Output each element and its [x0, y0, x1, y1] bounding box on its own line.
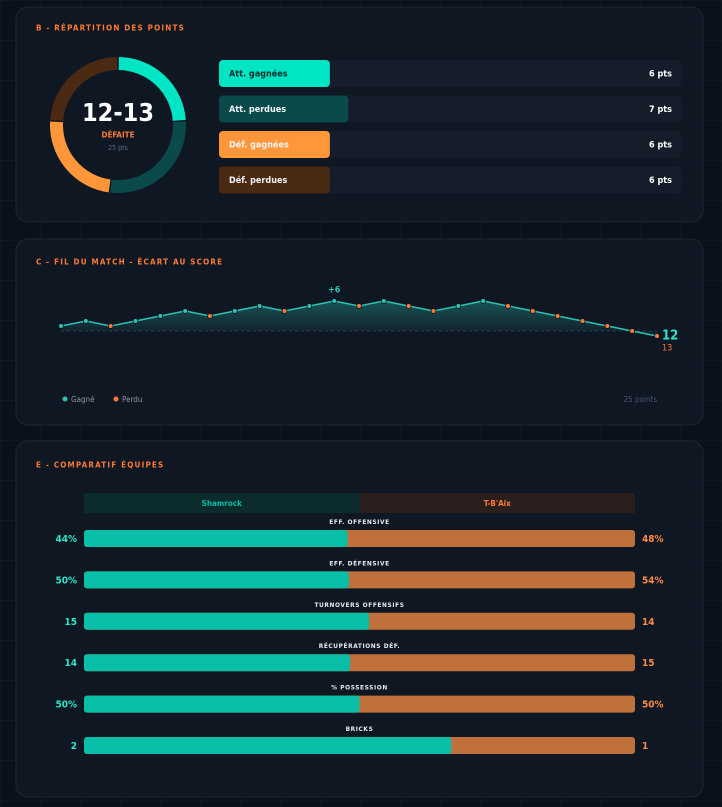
- legend-marker: [62, 396, 68, 402]
- point: [157, 313, 164, 319]
- bar-track: [219, 131, 681, 158]
- value-label: 54%: [642, 575, 664, 586]
- donut-segment: [50, 121, 111, 193]
- bar: [219, 60, 330, 87]
- point: [505, 303, 511, 309]
- value-label: 14: [64, 658, 77, 669]
- total: 25 pts: [108, 144, 128, 152]
- team-header: [84, 493, 360, 513]
- value-label: 50%: [55, 575, 77, 586]
- point: [604, 323, 611, 329]
- point: [654, 333, 660, 339]
- team-name: T-B'Aix: [484, 499, 511, 508]
- metric-label: EFF. DÉFENSIVE: [329, 558, 389, 567]
- bar-label: Déf. gagnées: [229, 140, 289, 151]
- value-label: 6 pts: [649, 176, 672, 186]
- point: [331, 298, 337, 304]
- legend-marker: [113, 396, 119, 402]
- value-label: 50%: [55, 700, 77, 711]
- bar: [84, 571, 349, 589]
- bar-label: Att. gagnées: [229, 69, 288, 80]
- point: [381, 298, 387, 304]
- panel-title: E - COMPARATIF ÉQUIPES: [36, 459, 164, 470]
- panel: [15, 238, 704, 426]
- bar: [219, 166, 330, 194]
- annotation: +6: [328, 286, 341, 296]
- donut-segment: [118, 57, 186, 122]
- value-label: 7 pts: [649, 105, 672, 115]
- legend-label: Gagné: [71, 394, 95, 404]
- metric-label: BRICKS: [346, 725, 374, 733]
- point: [207, 313, 213, 319]
- value-label: 50%: [642, 700, 664, 711]
- point: [281, 308, 288, 314]
- point: [107, 323, 114, 329]
- bar-track: [219, 60, 681, 87]
- bar-track: [219, 166, 681, 194]
- metric-label: TURNOVERS OFFENSIFS: [314, 601, 404, 609]
- team-header: [359, 493, 635, 513]
- area: [61, 301, 657, 336]
- panel-title: C - FIL DU MATCH - ÉCART AU SCORE: [36, 256, 223, 267]
- value-label: 44%: [55, 534, 77, 545]
- end-label: 12: [662, 329, 678, 344]
- point: [430, 308, 437, 314]
- point: [58, 323, 64, 329]
- point: [232, 308, 238, 314]
- point: [579, 318, 586, 324]
- score: 12-13: [82, 98, 154, 127]
- team-name: Shamrock: [202, 499, 242, 508]
- point: [182, 308, 188, 314]
- metric-label: EFF. OFFENSIVE: [329, 518, 389, 526]
- point: [629, 328, 635, 334]
- point: [405, 303, 412, 309]
- result: DÉFAITE: [102, 129, 135, 140]
- bar-label: Att. perdues: [229, 105, 286, 115]
- point: [83, 318, 89, 324]
- end-label: 13: [662, 344, 672, 354]
- bar: [84, 612, 369, 630]
- point: [356, 303, 362, 309]
- metric-label: % POSSESSION: [331, 684, 388, 692]
- value-label: 1: [642, 741, 648, 752]
- metric-label: RÉCUPÉRATIONS DÉF.: [319, 641, 401, 650]
- value-label: 6 pts: [649, 141, 672, 151]
- legend-label: Perdu: [122, 395, 142, 404]
- bar: [84, 737, 452, 754]
- footnote: 25 points: [623, 395, 657, 404]
- value-label: 15: [64, 617, 77, 628]
- bar: [84, 654, 350, 672]
- point: [480, 298, 486, 304]
- bar-label: Déf. perdues: [229, 175, 287, 186]
- value-label: 48%: [642, 534, 664, 545]
- value-label: 6 pts: [649, 70, 672, 80]
- point: [455, 303, 462, 309]
- point: [256, 303, 263, 309]
- point: [132, 318, 139, 324]
- bar: [219, 95, 349, 123]
- bar: [84, 695, 360, 713]
- value-label: 14: [642, 617, 655, 628]
- point: [554, 313, 561, 319]
- point: [530, 308, 536, 314]
- point: [306, 303, 313, 309]
- panel-title: B - RÉPARTITION DES POINTS: [36, 22, 185, 33]
- value-label: 15: [642, 658, 655, 669]
- donut-segment: [50, 57, 118, 122]
- value-label: 2: [71, 741, 77, 752]
- bar: [219, 131, 330, 158]
- bar: [84, 530, 348, 547]
- donut-segment: [110, 121, 186, 193]
